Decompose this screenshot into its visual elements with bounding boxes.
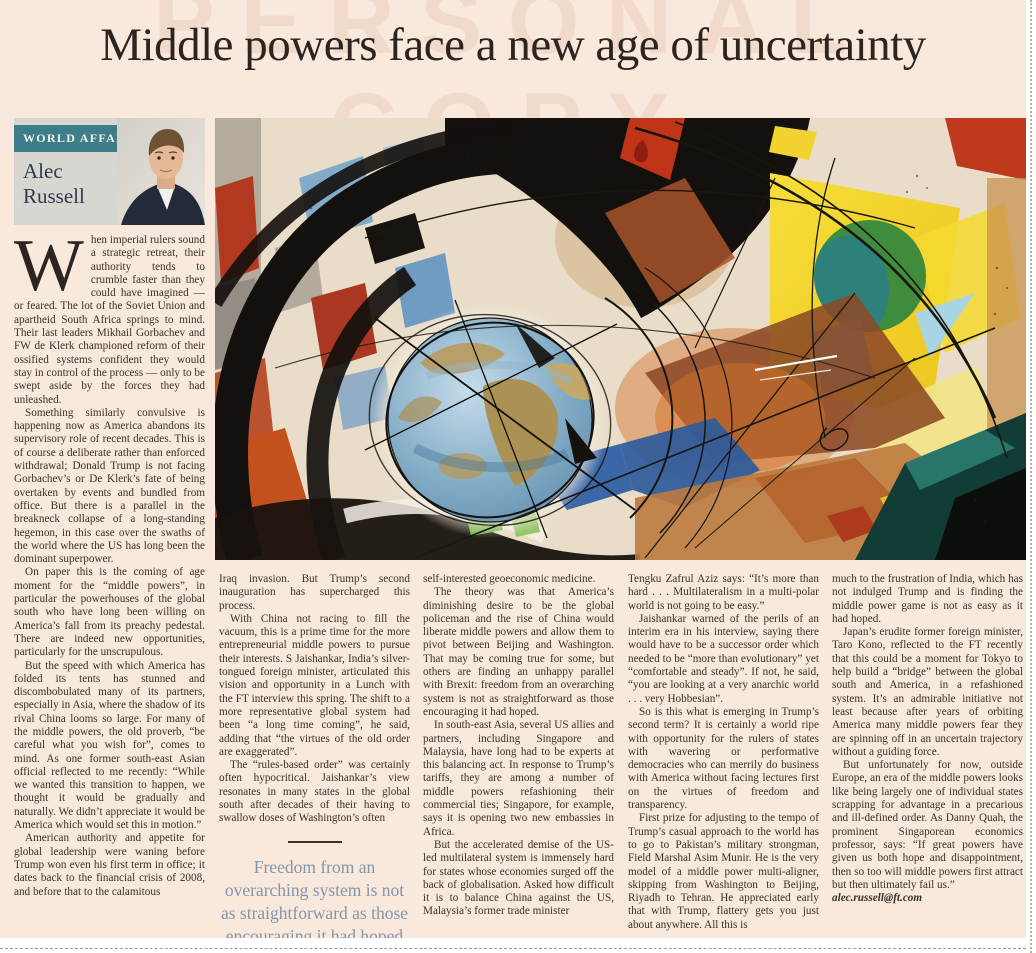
- author-email: alec.russell@ft.com: [832, 892, 923, 905]
- article-paragraph: Something similarly convulsive is happen…: [14, 406, 205, 566]
- headline: Middle powers face a new age of uncertai…: [100, 19, 926, 71]
- page-perforation-right: [1030, 0, 1032, 953]
- article-paragraph: self-interested geoeconomic medicine.: [423, 573, 596, 585]
- author-last-name: Russell: [23, 184, 85, 208]
- article-paragraph: Jaishankar warned of the perils of an in…: [628, 612, 819, 705]
- article-paragraph: But the speed with which America has fol…: [14, 659, 205, 832]
- abstract-globe-collage-icon: [215, 118, 1026, 560]
- article-column-3: self-interested geoeconomic medicine. Th…: [423, 573, 614, 938]
- article-illustration: [215, 118, 1026, 560]
- article-column-4: Tengku Zafrul Aziz says: “It’s more than…: [628, 573, 819, 938]
- drop-cap: W: [14, 234, 84, 307]
- article-paragraph: Tengku Zafrul Aziz says: “It’s more than…: [628, 573, 819, 612]
- article-paragraph: On paper this is the coming of age momen…: [14, 566, 205, 659]
- pull-quote: Freedom from an overarching system is no…: [220, 856, 409, 938]
- article-paragraph: Iraq invasion. But Trump’s second inaugu…: [219, 573, 410, 612]
- article-paragraph: American authority and appetite for glob…: [14, 832, 205, 898]
- newspaper-page: PERSONAL COPY Middle powers face a new a…: [0, 0, 1026, 938]
- article-paragraph: The “rules-based order” was certainly of…: [219, 759, 410, 825]
- article-paragraph: Japan’s erudite former foreign minister,…: [832, 626, 1023, 758]
- article-paragraph: With China not racing to fill the vacuum…: [219, 612, 410, 758]
- article-column-2: Iraq invasion. But Trump’s second inaugu…: [219, 573, 410, 938]
- article-paragraph: First prize for adjusting to the tempo o…: [628, 812, 819, 931]
- article-paragraph: But unfortunately for now, outside Europ…: [832, 759, 1023, 891]
- author-name: Alec Russell: [23, 159, 85, 209]
- pull-quote-divider: [287, 840, 342, 843]
- article-paragraph: In south-east Asia, several US allies an…: [423, 719, 614, 838]
- author-first-name: Alec: [23, 159, 63, 183]
- kicker-label: WORLD AFFAIRS: [23, 131, 141, 145]
- author-photo: [117, 118, 205, 225]
- article-paragraph: much to the frustration of India, which …: [832, 573, 1023, 625]
- author-block: WORLD AFFAIRS Alec Russell: [14, 118, 205, 225]
- page-edge-bottom: [0, 948, 1026, 949]
- article-paragraph: So is this what is emerging in Trump’s s…: [628, 705, 819, 812]
- article-column-5: much to the frustration of India, which …: [832, 573, 1023, 938]
- article-paragraph: The theory was that America’s diminishin…: [423, 586, 614, 718]
- article-paragraph: But the accelerated demise of the US-led…: [423, 838, 614, 918]
